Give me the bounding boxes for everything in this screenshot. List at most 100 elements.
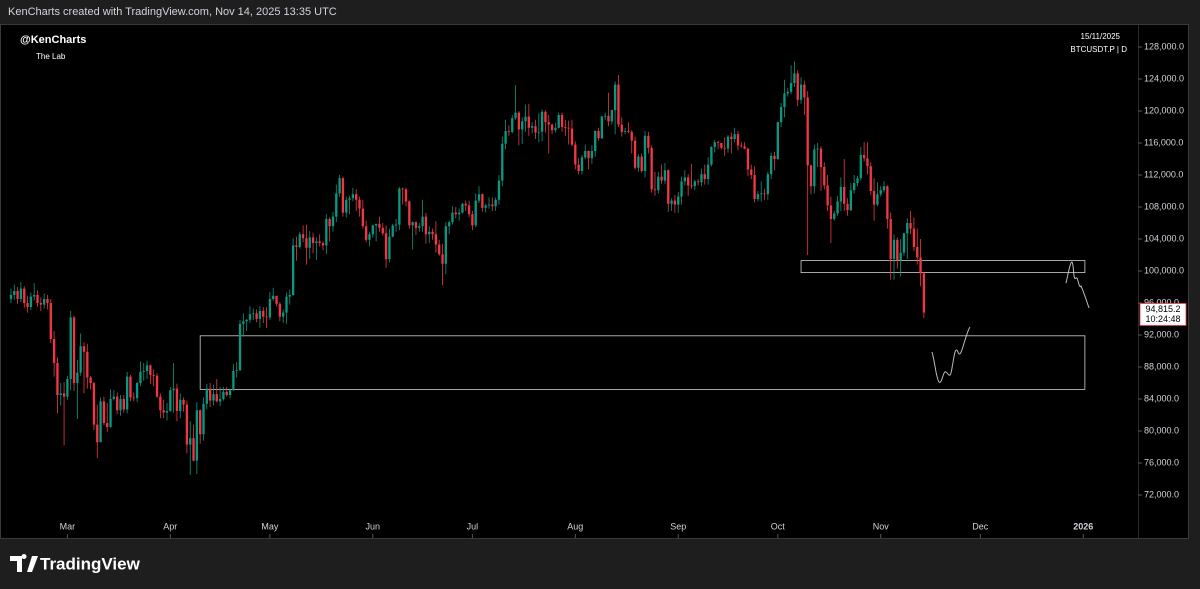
candle-body [647, 135, 650, 148]
candle-body [99, 401, 102, 443]
chart-date: 15/11/2025 [1081, 32, 1121, 41]
candle-body [165, 411, 169, 413]
candle-body [444, 226, 448, 264]
candle-body [773, 155, 776, 159]
candle-body [49, 303, 52, 339]
candle-body [760, 193, 763, 195]
candle-body [826, 185, 829, 206]
candle-body [819, 148, 823, 167]
zone [800, 260, 1086, 274]
candle-body [414, 222, 418, 228]
candle-body [202, 403, 205, 435]
candle-body [19, 288, 23, 299]
candle-body [733, 134, 736, 139]
candle-body [630, 131, 633, 141]
candle-body [424, 216, 428, 235]
y-tick-label: 120,000.0 [1144, 105, 1184, 115]
candle-body [149, 365, 152, 375]
candle-body [726, 136, 730, 149]
candle-body [640, 156, 643, 171]
candle-body [378, 223, 381, 228]
candle-body [39, 303, 42, 305]
candle-body [597, 131, 600, 139]
candle-body [122, 399, 125, 410]
candle-body [441, 254, 444, 264]
candle-body [232, 371, 235, 391]
candle-body [112, 396, 116, 399]
candle-body [82, 346, 86, 352]
candle-body [331, 216, 335, 227]
candle-body [109, 399, 112, 427]
candle-body [471, 214, 474, 226]
candle-body [886, 186, 889, 219]
x-tick-label: Jun [366, 521, 381, 531]
candle-body [159, 396, 162, 411]
candle-body [677, 196, 680, 205]
candle-body [766, 174, 770, 195]
candle-body [657, 176, 660, 191]
candle-body [348, 198, 351, 200]
candle-body [474, 200, 477, 226]
candle-body [341, 178, 345, 213]
candle-body [604, 115, 607, 117]
candle-body [461, 203, 464, 213]
candle-body [9, 295, 13, 299]
candle-body [391, 225, 394, 237]
candle-body [457, 212, 461, 215]
candle-body [308, 237, 311, 248]
candle-body [79, 346, 82, 373]
candle-body [816, 148, 819, 150]
candle-body [653, 189, 657, 191]
candle-body [298, 234, 301, 247]
candle-body [710, 147, 713, 165]
candle-body [866, 158, 869, 167]
candle-body [610, 110, 613, 122]
candle-body [514, 112, 517, 119]
candle-body [683, 177, 687, 182]
candle-body [527, 116, 530, 128]
candle-body [584, 151, 587, 158]
drawing [931, 326, 971, 383]
candle-body [36, 295, 39, 303]
candle-body [361, 208, 365, 227]
candle-body [501, 143, 504, 181]
y-tick-label: 92,000.0 [1144, 329, 1179, 339]
candle-body [862, 155, 866, 159]
candle-body [411, 222, 414, 226]
candle-body [613, 84, 617, 111]
candle-body [716, 142, 720, 143]
candle-body [806, 97, 809, 166]
candle-body [59, 393, 62, 395]
candle-body [916, 247, 919, 258]
candle-body [371, 225, 374, 235]
y-tick-label: 108,000.0 [1144, 201, 1184, 211]
y-tick-label: 88,000.0 [1144, 361, 1179, 371]
candle-body [770, 155, 773, 175]
candle-body [813, 149, 816, 187]
candle-body [235, 370, 238, 371]
candle-body [434, 234, 438, 245]
candle-body [106, 423, 109, 427]
candle-body [199, 410, 202, 435]
candle-body [650, 147, 653, 190]
candle-body [477, 194, 481, 201]
candle-body [311, 237, 315, 243]
candle-body [384, 233, 388, 259]
candle-body [454, 212, 457, 215]
candle-body [152, 375, 155, 376]
candle-body [876, 194, 879, 205]
y-tick-label: 104,000.0 [1144, 233, 1184, 243]
candle-body [803, 84, 806, 98]
candle-body [484, 205, 487, 208]
candle-body [374, 223, 378, 226]
candle-body [355, 194, 358, 200]
candle-body [26, 303, 29, 307]
candle-body [567, 127, 570, 129]
countdown: 10:24:48 [1145, 314, 1180, 324]
candle-body [381, 227, 384, 234]
candle-body [564, 127, 567, 128]
candle-body [328, 219, 331, 227]
candle-body [799, 84, 803, 100]
candle-body [680, 181, 683, 197]
